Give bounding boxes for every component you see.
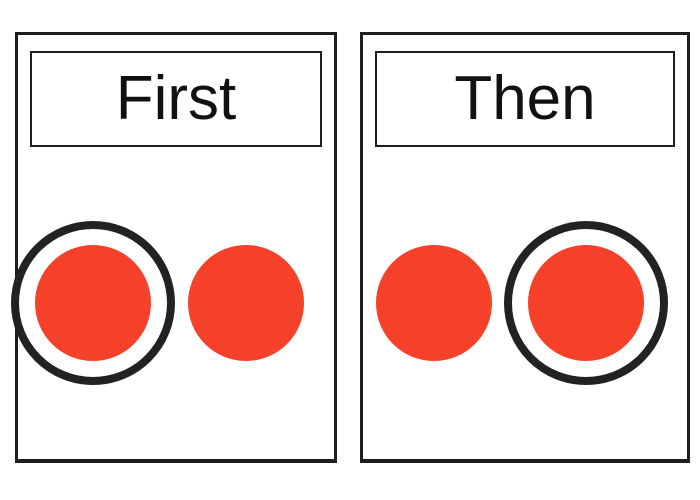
then-title-box: Then bbox=[375, 51, 675, 147]
then-left-dot bbox=[376, 245, 492, 361]
then-card: Then bbox=[360, 32, 690, 463]
first-title: First bbox=[115, 64, 237, 133]
first-left-dot bbox=[35, 245, 151, 361]
first-highlight-ring bbox=[11, 221, 175, 385]
then-highlight-ring bbox=[504, 221, 668, 385]
then-right-dot bbox=[528, 245, 644, 361]
first-card: First bbox=[11, 32, 337, 463]
first-right-dot bbox=[188, 245, 304, 361]
first-title-box: First bbox=[30, 51, 322, 147]
then-title: Then bbox=[454, 64, 596, 133]
